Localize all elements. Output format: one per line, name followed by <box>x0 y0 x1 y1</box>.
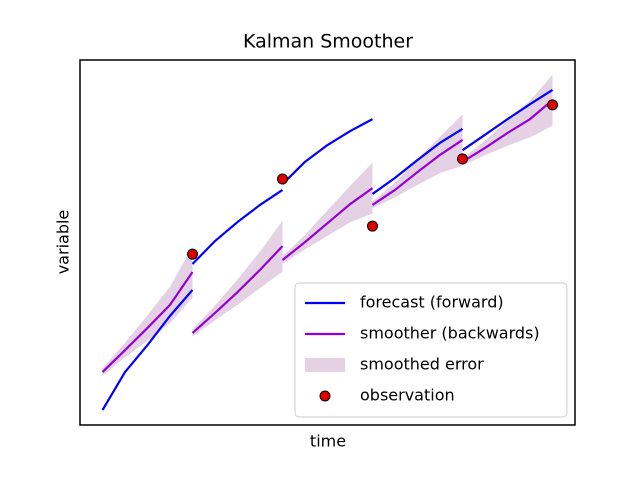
axes-frame <box>79 59 576 426</box>
y-axis-label: variable <box>54 210 73 275</box>
line <box>101 271 194 373</box>
observation-point <box>367 220 378 232</box>
legend-patch <box>305 358 345 372</box>
x-axis-label: time <box>310 432 346 451</box>
observation-point <box>547 99 558 111</box>
observation-point <box>187 248 198 260</box>
chart-title: Kalman Smoother <box>243 31 413 53</box>
legend-label: forecast (forward) <box>360 293 504 312</box>
error-band <box>282 162 373 264</box>
legend-label: smoothed error <box>360 355 484 374</box>
error-band <box>192 220 283 337</box>
error-band <box>462 74 553 166</box>
line <box>101 289 194 411</box>
legend-box <box>294 282 568 418</box>
line <box>191 189 284 265</box>
line <box>281 187 374 261</box>
line <box>461 99 554 163</box>
line <box>461 89 554 152</box>
error-band <box>102 246 193 376</box>
line <box>191 245 284 334</box>
line <box>371 128 464 195</box>
legend-label: observation <box>360 386 455 405</box>
error-band <box>372 114 463 209</box>
observation-point <box>277 173 288 185</box>
legend-marker <box>319 390 331 402</box>
legend-label: smoother (backwards) <box>360 324 540 343</box>
line <box>281 118 374 185</box>
observation-point <box>457 153 468 165</box>
line <box>371 139 464 206</box>
